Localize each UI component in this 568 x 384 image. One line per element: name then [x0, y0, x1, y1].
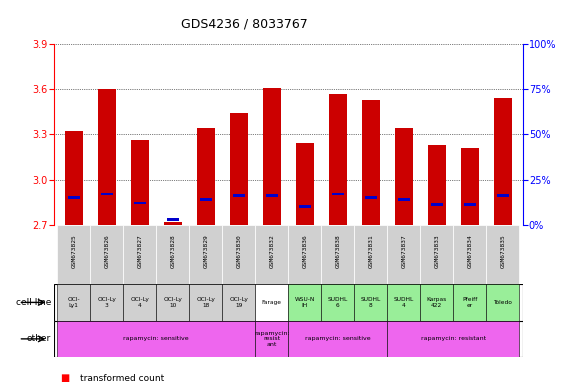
Bar: [189, 225, 222, 284]
Bar: [57, 225, 90, 284]
Bar: [90, 284, 123, 321]
Bar: [131, 141, 149, 225]
Bar: [486, 225, 519, 284]
Bar: [68, 196, 80, 199]
Bar: [321, 284, 354, 321]
Text: GSM673838: GSM673838: [335, 235, 340, 268]
Bar: [387, 225, 420, 284]
Bar: [321, 225, 354, 284]
Bar: [420, 284, 453, 321]
Bar: [387, 284, 420, 321]
Bar: [101, 193, 112, 195]
Bar: [57, 321, 255, 357]
Bar: [123, 284, 156, 321]
Bar: [229, 113, 248, 225]
Bar: [395, 128, 413, 225]
Text: cell line: cell line: [16, 298, 51, 307]
Bar: [57, 284, 90, 321]
Bar: [464, 204, 475, 206]
Bar: [289, 225, 321, 284]
Text: Pfeiff
er: Pfeiff er: [462, 297, 478, 308]
Text: SUDHL
6: SUDHL 6: [328, 297, 348, 308]
Bar: [362, 100, 380, 225]
Text: other: other: [27, 334, 51, 343]
Text: WSU-N
IH: WSU-N IH: [295, 297, 315, 308]
Text: ■: ■: [60, 373, 69, 383]
Text: GSM673837: GSM673837: [401, 235, 406, 268]
Bar: [387, 321, 519, 357]
Bar: [200, 198, 211, 201]
Bar: [222, 284, 255, 321]
Text: GSM673833: GSM673833: [435, 235, 439, 268]
Bar: [90, 225, 123, 284]
Text: rapamycin: sensitive: rapamycin: sensitive: [123, 336, 189, 341]
Text: GSM673835: GSM673835: [500, 235, 506, 268]
Bar: [156, 284, 189, 321]
Bar: [289, 321, 387, 357]
Text: GSM673834: GSM673834: [467, 235, 472, 268]
Text: rapamycin: sensitive: rapamycin: sensitive: [305, 336, 370, 341]
Bar: [255, 225, 289, 284]
Text: OCI-Ly
4: OCI-Ly 4: [130, 297, 149, 308]
Text: SUDHL
4: SUDHL 4: [394, 297, 414, 308]
Text: GSM673831: GSM673831: [368, 235, 373, 268]
Bar: [156, 225, 189, 284]
Bar: [453, 225, 486, 284]
Text: GSM673828: GSM673828: [170, 235, 176, 268]
Text: rapamycin: resistant: rapamycin: resistant: [421, 336, 486, 341]
Bar: [420, 225, 453, 284]
Bar: [164, 222, 182, 225]
Bar: [431, 204, 442, 206]
Text: GSM673836: GSM673836: [302, 235, 307, 268]
Text: SUDHL
8: SUDHL 8: [361, 297, 381, 308]
Bar: [497, 194, 508, 197]
Bar: [365, 196, 377, 199]
Bar: [296, 143, 314, 225]
Text: GSM673825: GSM673825: [71, 235, 76, 268]
Bar: [255, 284, 289, 321]
Text: GSM673832: GSM673832: [269, 235, 274, 268]
Text: Karpas
422: Karpas 422: [427, 297, 447, 308]
Bar: [65, 131, 83, 225]
Bar: [329, 94, 347, 225]
Bar: [354, 284, 387, 321]
Text: OCI-
Ly1: OCI- Ly1: [68, 297, 80, 308]
Bar: [123, 225, 156, 284]
Bar: [134, 202, 145, 204]
Bar: [494, 98, 512, 225]
Text: Toledo: Toledo: [494, 300, 512, 305]
Text: rapamycin:
resist
ant: rapamycin: resist ant: [254, 331, 290, 347]
Bar: [262, 88, 281, 225]
Bar: [233, 194, 245, 197]
Bar: [461, 148, 479, 225]
Bar: [197, 128, 215, 225]
Bar: [398, 198, 410, 201]
Bar: [332, 193, 344, 195]
Bar: [486, 284, 519, 321]
Text: transformed count: transformed count: [80, 374, 164, 383]
Text: OCI-Ly
18: OCI-Ly 18: [197, 297, 215, 308]
Bar: [167, 218, 178, 220]
Bar: [189, 284, 222, 321]
Text: GSM673827: GSM673827: [137, 235, 142, 268]
Bar: [222, 225, 255, 284]
Bar: [255, 321, 289, 357]
Text: OCI-Ly
19: OCI-Ly 19: [229, 297, 248, 308]
Bar: [266, 194, 278, 197]
Text: OCI-Ly
3: OCI-Ly 3: [97, 297, 116, 308]
Text: GSM673830: GSM673830: [236, 235, 241, 268]
Text: GSM673829: GSM673829: [203, 235, 208, 268]
Text: GDS4236 / 8033767: GDS4236 / 8033767: [181, 17, 308, 30]
Bar: [428, 145, 446, 225]
Bar: [98, 89, 116, 225]
Text: GSM673826: GSM673826: [105, 235, 109, 268]
Bar: [453, 284, 486, 321]
Bar: [299, 205, 311, 208]
Bar: [354, 225, 387, 284]
Bar: [289, 284, 321, 321]
Text: Farage: Farage: [262, 300, 282, 305]
Text: OCI-Ly
10: OCI-Ly 10: [164, 297, 182, 308]
